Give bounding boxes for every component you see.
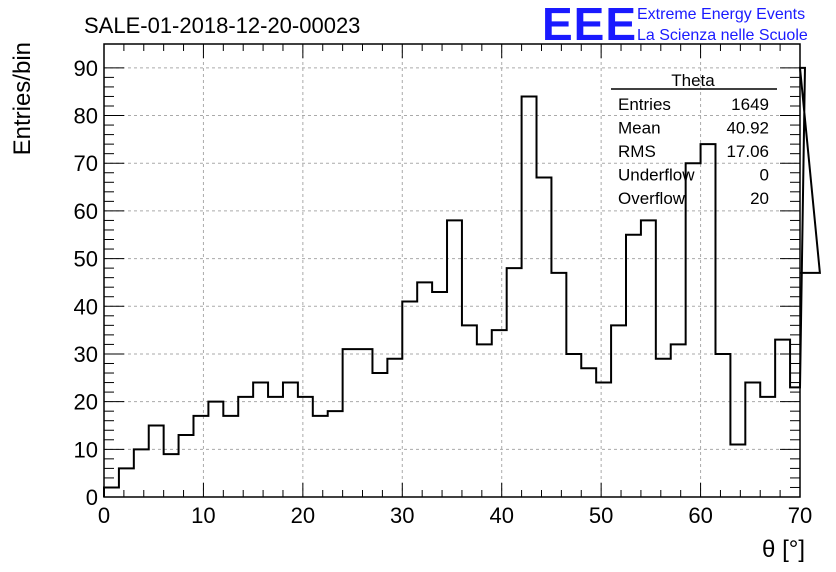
logo-line-2: La Scienza nelle Scuole [637,27,808,44]
chart-title: SALE-01-2018-12-20-00023 [84,13,360,38]
stats-label: Underflow [618,166,695,185]
stats-label: Overflow [618,189,686,208]
y-tick-label: 40 [74,294,98,319]
y-tick-label: 70 [74,151,98,176]
stats-label: Mean [618,119,661,138]
axis-ticks [103,44,801,498]
x-tick-label: 20 [291,503,315,528]
stats-value: 20 [750,189,769,208]
y-tick-label: 50 [74,247,98,272]
x-tick-label: 60 [688,503,712,528]
y-tick-labels: 0 10 20 30 40 50 60 70 80 90 [74,56,98,510]
stats-value: 17.06 [726,142,769,161]
y-tick-label: 60 [74,199,98,224]
stats-label: RMS [618,142,656,161]
y-tick-label: 30 [74,342,98,367]
stats-label: Entries [618,95,671,114]
stats-value: 40.92 [726,119,769,138]
x-tick-label: 50 [589,503,613,528]
x-tick-label: 70 [788,503,812,528]
stats-value: 1649 [731,95,769,114]
y-tick-label: 90 [74,56,98,81]
stats-value: 0 [760,166,769,185]
y-tick-label: 80 [74,104,98,129]
grid-lines [104,44,800,497]
x-tick-labels: 0 10 20 30 40 50 60 70 [98,503,812,528]
x-tick-label: 10 [191,503,215,528]
x-axis-label: θ [°] [762,536,805,563]
logo-line-1: Extreme Energy Events [637,6,805,23]
y-tick-label: 0 [86,485,98,510]
x-tick-label: 40 [489,503,513,528]
stats-rows: Entries 1649 Mean 40.92 RMS 17.06 Underflow 0 Ov… [618,95,769,208]
histogram-outline [103,66,821,497]
y-tick-label: 10 [74,437,98,462]
y-axis-label: Entries/bin [9,42,36,155]
stats-title: Theta [671,71,715,90]
y-tick-label: 20 [74,390,98,415]
x-tick-label: 0 [98,503,110,528]
stats-box: Theta Entries 1649 Mean 40.92 RMS 17.06 Underf… [611,71,777,208]
plot-frame [103,43,801,498]
x-tick-label: 30 [390,503,414,528]
eee-logo: EEE [542,0,637,50]
